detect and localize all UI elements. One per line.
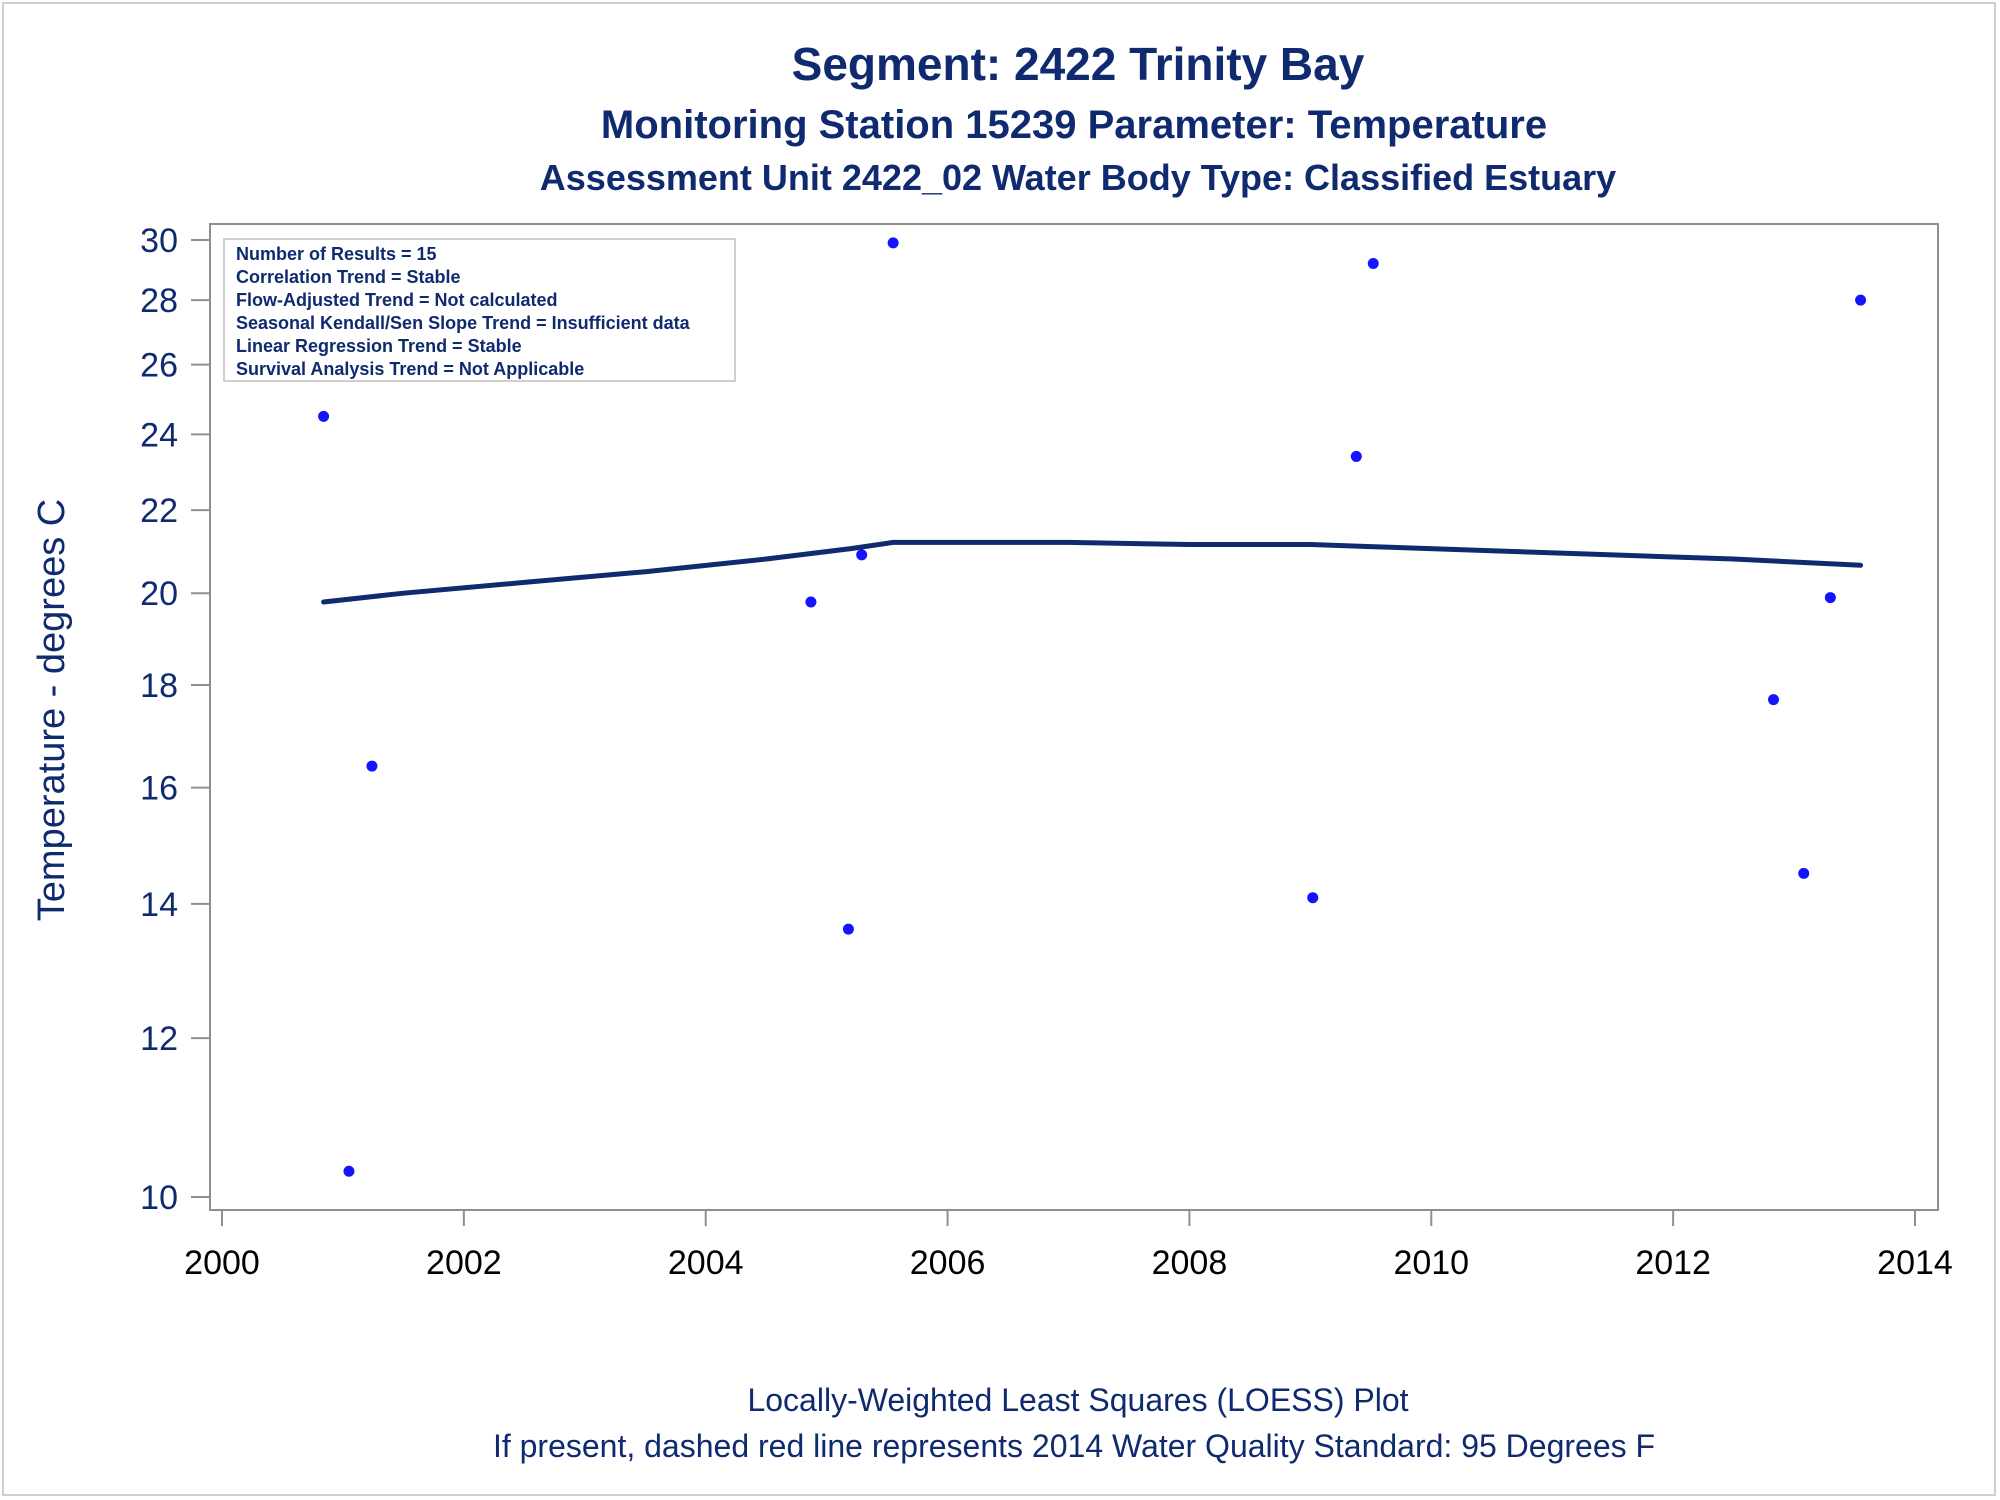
legend-line-survival-analysis: Survival Analysis Trend = Not Applicable	[236, 359, 584, 379]
x-tick-label: 2012	[1635, 1244, 1711, 1282]
chart-subtitle-2: Assessment Unit 2422_02 Water Body Type:…	[540, 157, 1616, 198]
y-tick-label: 22	[140, 492, 178, 530]
data-point	[318, 410, 330, 422]
legend-line-results: Number of Results = 15	[236, 244, 437, 264]
data-point	[1855, 294, 1867, 306]
y-tick-label: 26	[140, 347, 178, 385]
data-point	[1307, 892, 1319, 904]
data-point	[887, 237, 899, 249]
data-point	[842, 923, 854, 935]
stats-legend: Number of Results = 15 Correlation Trend…	[223, 238, 736, 382]
x-tick-label: 2004	[668, 1244, 744, 1282]
y-tick-label: 18	[140, 667, 178, 705]
x-tick-label: 2014	[1877, 1244, 1953, 1282]
y-tick-label: 16	[140, 770, 178, 808]
data-point	[1798, 867, 1810, 879]
stats-legend-box	[223, 238, 736, 382]
x-tick-label: 2010	[1393, 1244, 1469, 1282]
data-point	[366, 760, 378, 772]
data-point	[1367, 258, 1379, 270]
y-tick-label: 12	[140, 1020, 178, 1058]
footnote-loess: Locally-Weighted Least Squares (LOESS) P…	[747, 1382, 1408, 1418]
footnote-standard: If present, dashed red line represents 2…	[493, 1428, 1655, 1464]
y-axis: 10 12 14 16 18 20 22 24 26 28 30	[140, 222, 210, 1217]
y-tick-label: 10	[140, 1179, 178, 1217]
legend-line-flow-adjusted: Flow-Adjusted Trend = Not calculated	[236, 290, 558, 310]
series-layer	[318, 237, 1867, 1177]
y-tick-label: 28	[140, 282, 178, 320]
chart-title: Segment: 2422 Trinity Bay	[792, 38, 1365, 90]
x-tick-label: 2008	[1152, 1244, 1228, 1282]
y-axis-label: Temperature - degrees C	[31, 499, 73, 921]
legend-line-correlation: Correlation Trend = Stable	[236, 267, 461, 287]
data-point	[343, 1165, 355, 1177]
data-point	[1824, 592, 1836, 604]
legend-line-linear-regression: Linear Regression Trend = Stable	[236, 336, 522, 356]
plot-area	[209, 223, 1939, 1211]
data-point	[856, 549, 868, 561]
legend-line-seasonal-kendall: Seasonal Kendall/Sen Slope Trend = Insuf…	[236, 313, 691, 333]
loess-curve	[321, 539, 1864, 605]
x-tick-label: 2000	[184, 1244, 260, 1282]
y-tick-label: 20	[140, 575, 178, 613]
y-tick-label: 24	[140, 416, 178, 454]
data-point	[1768, 694, 1780, 706]
data-point	[805, 596, 817, 608]
y-tick-label: 14	[140, 886, 178, 924]
y-tick-label: 30	[140, 222, 178, 260]
x-axis: 2000 2002 2004 2006 2008 2010 2012 2014	[184, 1210, 1953, 1282]
data-point	[1350, 450, 1362, 462]
chart-subtitle: Monitoring Station 15239 Parameter: Temp…	[601, 103, 1547, 147]
x-tick-label: 2006	[910, 1244, 986, 1282]
x-tick-label: 2002	[426, 1244, 502, 1282]
